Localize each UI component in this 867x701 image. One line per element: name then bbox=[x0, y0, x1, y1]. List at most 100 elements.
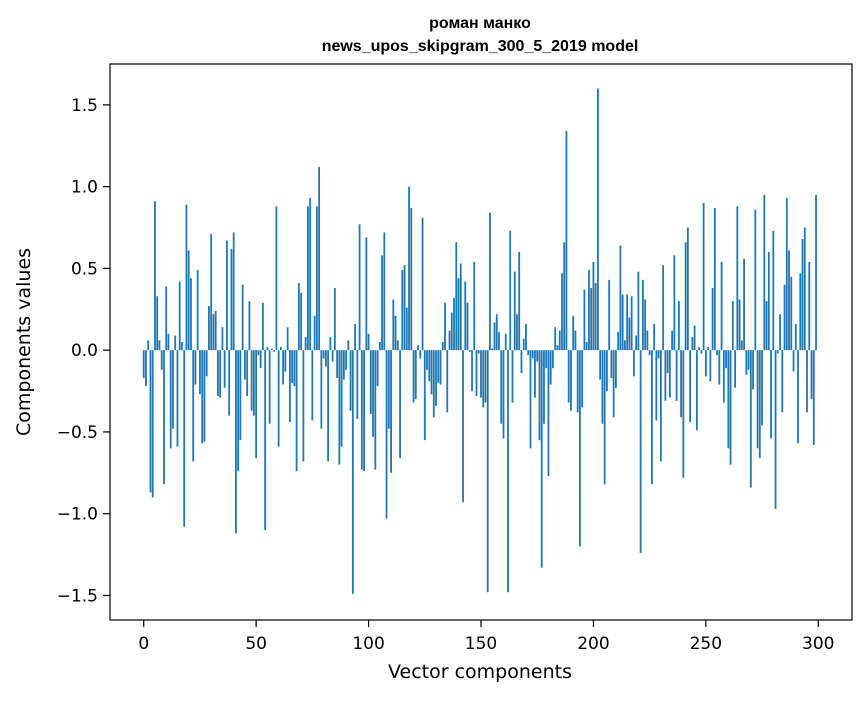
bar bbox=[232, 232, 235, 351]
bar bbox=[381, 255, 383, 351]
bar bbox=[331, 350, 334, 362]
bar bbox=[695, 350, 698, 431]
bar bbox=[498, 332, 500, 351]
bar bbox=[235, 350, 237, 534]
bar bbox=[300, 292, 303, 351]
bar bbox=[192, 350, 195, 462]
bar bbox=[734, 350, 736, 388]
bar bbox=[495, 314, 498, 351]
bar bbox=[486, 350, 489, 593]
bar bbox=[471, 350, 473, 392]
bar bbox=[432, 350, 435, 418]
y-tick-label: −1.0 bbox=[57, 505, 98, 525]
bar bbox=[363, 350, 365, 472]
bar bbox=[747, 350, 750, 370]
bar bbox=[405, 307, 408, 351]
bar bbox=[169, 350, 172, 449]
bar bbox=[439, 350, 442, 385]
bar bbox=[311, 350, 314, 421]
bar bbox=[547, 350, 550, 477]
bar bbox=[147, 340, 150, 351]
bar bbox=[185, 204, 188, 351]
bar bbox=[444, 302, 446, 351]
bar bbox=[264, 350, 267, 531]
x-tick-label: 200 bbox=[577, 634, 609, 654]
bar bbox=[644, 299, 647, 351]
bar bbox=[785, 198, 788, 351]
bar bbox=[178, 281, 181, 351]
y-tick-label: 0.5 bbox=[71, 259, 98, 279]
bar bbox=[743, 258, 745, 351]
bar bbox=[246, 350, 249, 396]
bar bbox=[320, 350, 323, 429]
bar bbox=[502, 350, 505, 439]
bar bbox=[338, 350, 341, 465]
bar bbox=[473, 261, 476, 351]
bar bbox=[327, 350, 329, 462]
bar bbox=[394, 315, 397, 351]
x-tick-label: 50 bbox=[245, 634, 267, 654]
bar bbox=[576, 350, 579, 413]
bar bbox=[641, 279, 644, 351]
bar bbox=[689, 350, 692, 423]
bar bbox=[536, 350, 539, 362]
bar bbox=[468, 350, 471, 352]
bar bbox=[552, 350, 554, 369]
bar bbox=[682, 350, 685, 478]
bar bbox=[306, 206, 309, 351]
bar bbox=[500, 350, 503, 424]
bar bbox=[621, 294, 624, 351]
bar bbox=[176, 350, 179, 447]
bar bbox=[635, 335, 638, 351]
bar bbox=[543, 350, 545, 424]
bar bbox=[315, 206, 318, 351]
bar bbox=[709, 350, 712, 382]
bar bbox=[704, 350, 707, 377]
bar bbox=[349, 350, 352, 411]
bar bbox=[637, 271, 640, 351]
bar bbox=[534, 350, 536, 398]
bar bbox=[214, 310, 217, 351]
bar bbox=[549, 350, 552, 385]
bar bbox=[167, 333, 170, 351]
bar bbox=[516, 314, 518, 351]
bar bbox=[219, 350, 222, 398]
bar bbox=[794, 324, 797, 351]
bar bbox=[639, 350, 642, 553]
bar bbox=[736, 206, 739, 351]
bar bbox=[590, 288, 593, 351]
bar bbox=[156, 296, 159, 351]
bar bbox=[677, 301, 680, 351]
bar bbox=[491, 348, 494, 351]
bar bbox=[228, 350, 231, 416]
bar bbox=[248, 301, 251, 351]
bar bbox=[711, 288, 714, 351]
y-tick-label: 1.0 bbox=[71, 178, 98, 198]
x-tick-label: 250 bbox=[690, 634, 722, 654]
bar bbox=[504, 333, 507, 351]
y-tick-label: −0.5 bbox=[57, 423, 98, 443]
bar bbox=[758, 350, 761, 459]
bar bbox=[624, 340, 626, 351]
bar bbox=[347, 340, 350, 351]
bar bbox=[648, 350, 651, 356]
bar bbox=[664, 350, 667, 401]
bar bbox=[385, 350, 388, 519]
bar bbox=[680, 350, 683, 418]
bar bbox=[752, 350, 754, 390]
bar bbox=[297, 283, 300, 351]
bar bbox=[599, 350, 602, 380]
bar bbox=[403, 265, 406, 351]
x-axis-label: Vector components bbox=[388, 661, 572, 683]
bar bbox=[230, 248, 233, 351]
bar bbox=[210, 234, 213, 351]
bar bbox=[309, 198, 312, 351]
bar bbox=[657, 350, 660, 359]
bar bbox=[630, 296, 633, 351]
bar bbox=[237, 350, 240, 472]
x-tick-label: 150 bbox=[465, 634, 497, 654]
bar bbox=[190, 278, 192, 351]
bar bbox=[646, 330, 649, 351]
x-tick-label: 0 bbox=[138, 634, 149, 654]
bar bbox=[668, 350, 671, 398]
